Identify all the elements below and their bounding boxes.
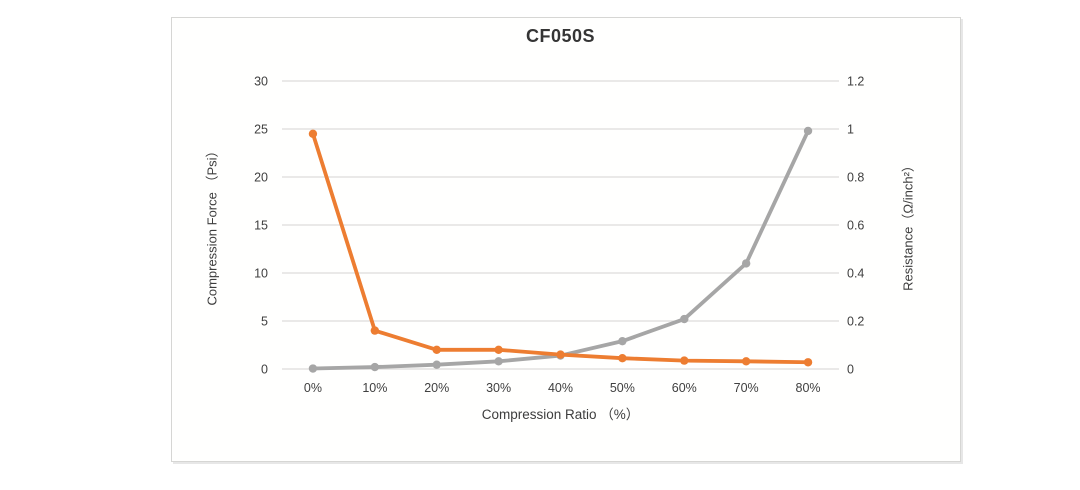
right-tick-label: 0.6: [847, 219, 864, 233]
data-point-marker: [370, 326, 380, 335]
data-point-marker: [803, 126, 813, 136]
data-point-marker: [618, 354, 627, 363]
left-tick-label: 30: [254, 75, 268, 89]
left-tick-label: 15: [254, 219, 268, 233]
series-resistance: [308, 129, 813, 367]
data-point-marker: [556, 350, 565, 359]
chart-container: CF050S Compression Force （Psi） Resistanc…: [171, 17, 961, 462]
data-point-marker: [432, 345, 441, 354]
left-axis-tick-labels: 0 5 10 15 20 25 30: [254, 75, 268, 377]
left-tick-label: 10: [254, 267, 268, 281]
data-point-marker: [308, 364, 318, 373]
x-tick-label: 70%: [734, 381, 759, 395]
data-point-marker: [741, 259, 751, 268]
data-point-marker: [741, 357, 751, 366]
data-point-marker: [308, 129, 318, 138]
data-point-marker: [680, 314, 689, 324]
data-point-marker: [370, 362, 380, 372]
left-tick-label: 20: [254, 171, 268, 185]
x-tick-label: 80%: [796, 381, 821, 395]
right-tick-label: 0.8: [847, 171, 864, 185]
x-axis-title: Compression Ratio （%）: [481, 407, 640, 422]
left-tick-label: 25: [254, 123, 268, 137]
x-tick-label: 40%: [548, 381, 573, 395]
data-point-marker: [803, 358, 813, 367]
data-point-marker: [432, 360, 441, 369]
series-compression-force: [308, 126, 813, 373]
x-tick-label: 10%: [362, 381, 387, 395]
data-point-marker: [494, 357, 503, 366]
series-line: [311, 131, 810, 365]
right-axis-tick-labels: 0 0.2 0.4 0.6 0.8 1 1.2: [847, 75, 864, 377]
x-tick-label: 0%: [304, 381, 322, 395]
chart-title: CF050S: [525, 26, 596, 46]
gridlines: [282, 80, 839, 370]
data-point-marker: [618, 336, 627, 346]
right-tick-label: 0: [847, 363, 854, 377]
line-chart: 0 5 10 15 20 25 30 0 0.2 0.4 0.6 0.8 1 1.2 0% 10% 20% 30%…: [254, 75, 864, 396]
data-point-marker: [494, 345, 503, 354]
x-axis-tick-labels: 0% 10% 20% 30% 40% 50% 60% 70% 80%: [304, 381, 821, 395]
x-tick-label: 20%: [424, 381, 449, 395]
left-tick-label: 0: [261, 363, 268, 377]
right-tick-label: 1: [847, 123, 854, 137]
right-tick-label: 0.2: [847, 315, 864, 329]
x-tick-label: 60%: [672, 381, 697, 395]
right-tick-label: 0.4: [847, 267, 864, 281]
x-tick-label: 50%: [610, 381, 635, 395]
left-tick-label: 5: [261, 315, 268, 329]
x-tick-label: 30%: [486, 381, 511, 395]
data-point-marker: [680, 356, 689, 365]
right-tick-label: 1.2: [847, 75, 864, 89]
